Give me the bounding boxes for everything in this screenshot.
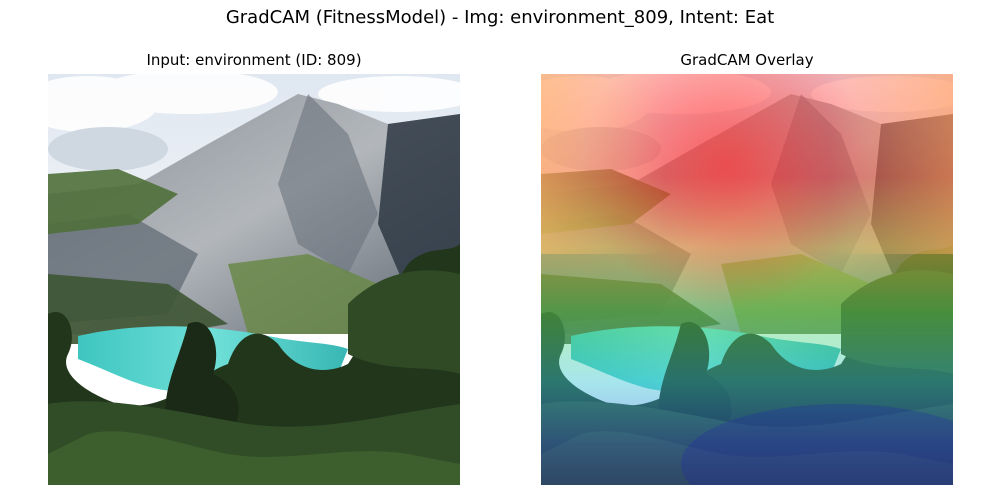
mountain-ridge (278, 94, 378, 274)
gradcam-overlay-image (541, 74, 953, 485)
input-landscape-image (48, 74, 460, 485)
clouds (48, 74, 460, 171)
foreground-forest (48, 244, 460, 485)
green-slope-middle (228, 254, 378, 334)
gradcam-heatmap (541, 74, 953, 485)
overlay-panel-title: GradCAM Overlay (680, 51, 814, 69)
input-image-panel (48, 74, 460, 485)
gradcam-overlay-panel (541, 74, 953, 485)
input-panel-title: Input: environment (ID: 809) (146, 51, 362, 69)
green-slope-left (48, 169, 178, 234)
figure-suptitle: GradCAM (FitnessModel) - Img: environmen… (225, 7, 775, 28)
